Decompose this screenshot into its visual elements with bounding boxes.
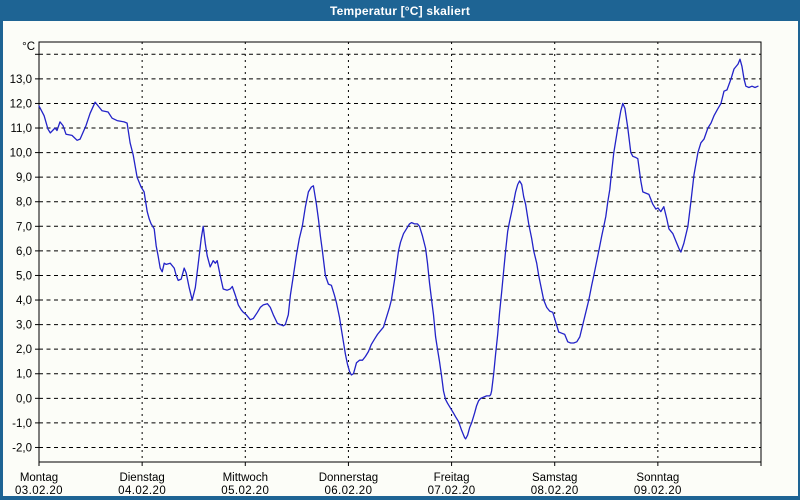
y-tick-label: 5,0 [16,270,32,282]
y-tick-label: 13,0 [10,74,32,86]
y-tick-label: -2,0 [12,442,32,454]
x-day-label: Samstag [532,472,577,484]
y-axis-unit-label: °C [22,41,35,53]
plot-border [38,41,762,463]
y-tick-label: 10,0 [10,148,32,160]
temperature-series-line [38,58,759,440]
x-date-label: 03.02.20 [15,485,63,496]
x-day-label: Dienstag [119,472,164,484]
window-title: Temperatur [°C] skaliert [329,3,471,18]
x-date-label: 09.02.20 [634,485,682,496]
x-date-label: 08.02.20 [531,485,579,496]
y-tick-label: 3,0 [16,320,32,332]
x-date-label: 05.02.20 [221,485,269,496]
y-tick-label: 8,0 [16,197,32,209]
x-day-label: Sonntag [636,472,679,484]
y-tick-label: -1,0 [12,418,32,430]
y-tick-label: 11,0 [10,123,32,135]
x-date-label: 04.02.20 [118,485,166,496]
x-day-label: Mittwoch [223,472,268,484]
x-date-label: 07.02.20 [428,485,476,496]
y-tick-label: 7,0 [16,221,32,233]
chart-panel: 13,0 12,0 11,0 10,0 9,0 8,0 7,0 6,0 5,0 4,0 3,0 2,0… [3,21,798,496]
window-titlebar[interactable]: Temperatur [°C] skaliert [0,0,800,21]
x-day-label: Montag [20,472,58,484]
y-tick-label: 1,0 [16,369,32,381]
x-day-label: Freitag [434,472,470,484]
temperature-chart: 13,0 12,0 11,0 10,0 9,0 8,0 7,0 6,0 5,0 4,0 3,0 2,0… [10,41,762,496]
y-tick-label: 9,0 [16,172,32,184]
y-tick-label: 6,0 [16,246,32,258]
y-tick-label: 0,0 [16,393,32,405]
y-tick-label: 12,0 [10,98,32,110]
y-tick-label: 2,0 [16,344,32,356]
x-date-label: 06.02.20 [324,485,372,496]
y-tick-label: 4,0 [16,295,32,307]
x-day-label: Donnerstag [319,472,378,484]
